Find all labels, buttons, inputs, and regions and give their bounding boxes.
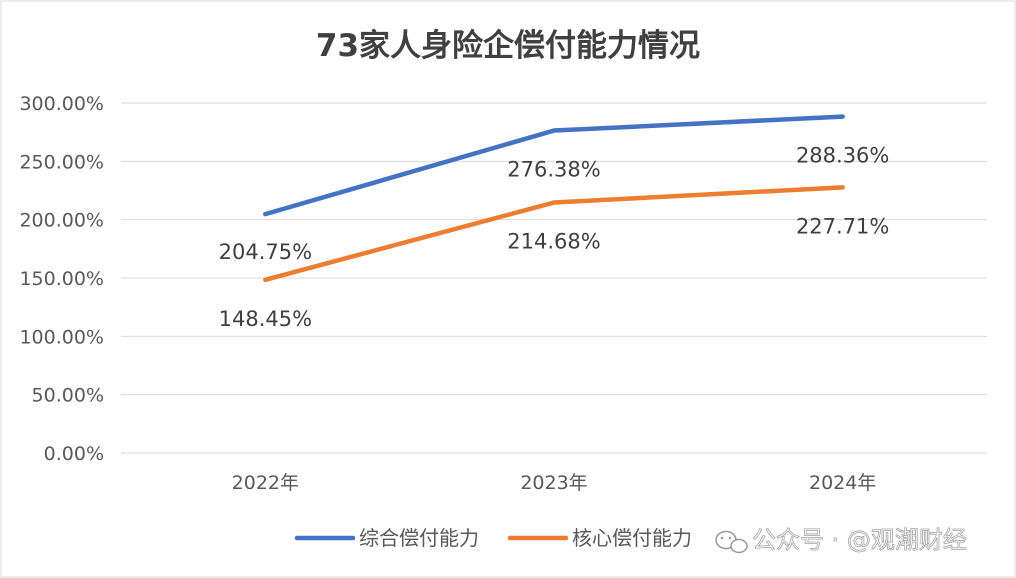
data-label: 148.45% <box>219 307 312 331</box>
y-tick-label: 150.00% <box>19 268 104 290</box>
series-line-2 <box>263 185 845 283</box>
y-tick-label: 250.00% <box>19 151 104 173</box>
legend-label: 综合偿付能力 <box>359 526 479 550</box>
data-label: 276.38% <box>507 158 600 182</box>
gridlines <box>121 102 987 454</box>
legend-label: 核心偿付能力 <box>572 526 692 550</box>
watermark-text: 公众号 · @观潮财经 <box>752 526 967 554</box>
data-labels: 204.75% 276.38% 288.36% 148.45% 214.68% 227.7… <box>219 144 890 331</box>
x-tick-label: 2022年 <box>232 472 299 494</box>
y-tick-label: 300.00% <box>19 93 104 115</box>
chart-title: 73家人身险企偿付能力情况 <box>316 28 700 64</box>
y-tick-label: 0.00% <box>44 443 104 465</box>
series-line-1 <box>263 114 845 217</box>
legend: 综合偿付能力 核心偿付能力 <box>294 526 692 550</box>
data-label: 214.68% <box>507 230 600 254</box>
data-label: 204.75% <box>219 240 312 264</box>
data-label: 288.36% <box>796 144 889 168</box>
series-lines <box>263 114 845 283</box>
x-tick-label: 2023年 <box>520 472 587 494</box>
y-tick-label: 100.00% <box>19 326 104 348</box>
y-tick-label: 50.00% <box>32 385 104 407</box>
x-axis-ticks: 2022年 2023年 2024年 <box>232 472 877 494</box>
x-tick-label: 2024年 <box>809 472 876 494</box>
watermark: 公众号 · @观潮财经 <box>715 526 967 554</box>
y-axis-ticks: 0.00% 50.00% 100.00% 150.00% 200.00% 250.00% 3… <box>19 93 104 465</box>
data-label: 227.71% <box>796 214 889 238</box>
wechat-icon <box>715 530 748 554</box>
y-tick-label: 200.00% <box>19 210 104 232</box>
